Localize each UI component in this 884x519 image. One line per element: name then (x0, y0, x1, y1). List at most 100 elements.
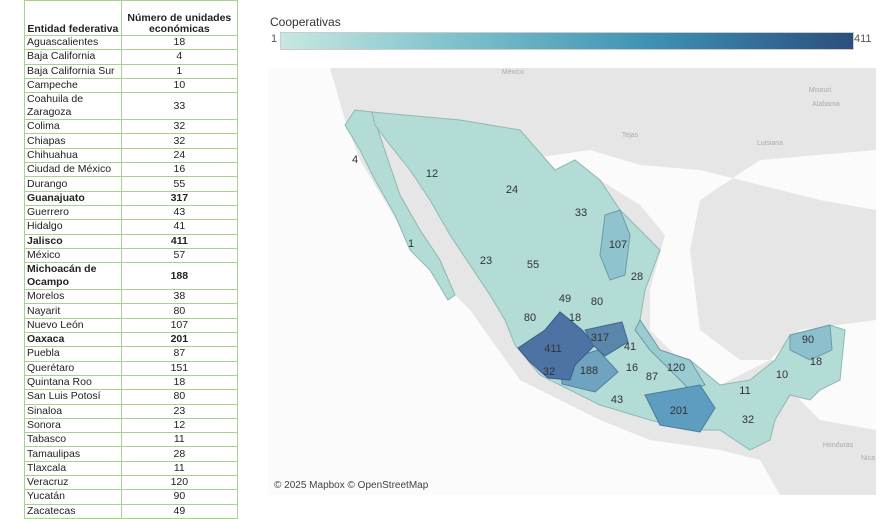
state-name: Chiapas (24, 133, 122, 149)
state-name: Sinaloa (24, 403, 122, 419)
state-value: 38 (120, 289, 239, 305)
state-name: Campeche (24, 77, 122, 94)
state-value: 80 (120, 389, 239, 405)
table-row: Ciudad de México 16 (24, 162, 239, 178)
state-value: 317 (120, 190, 239, 206)
table-row: Veracruz 120 (24, 475, 239, 491)
table-row: Guerrero 43 (24, 204, 239, 221)
state-value: 411 (120, 233, 239, 249)
map-label: 107 (609, 239, 627, 251)
state-name: Puebla (24, 346, 122, 362)
map-label: 90 (802, 334, 814, 346)
state-value: 43 (120, 204, 239, 221)
table-row: Coahuila de Zaragoza 33 (24, 92, 239, 121)
state-value: 24 (120, 147, 239, 164)
state-value: 55 (120, 176, 239, 192)
state-name: Tabasco (24, 432, 122, 448)
table-row: San Luis Potosí 80 (24, 389, 239, 405)
state-name: Colima (24, 119, 122, 135)
mexico-base (344, 109, 456, 301)
legend-max: 411 (854, 33, 872, 45)
state-name: Sonora (24, 417, 122, 434)
map-label: 33 (575, 207, 587, 219)
state-value: 87 (120, 346, 239, 362)
state-value: 107 (120, 317, 239, 334)
table-row: Oaxaca 201 (24, 332, 239, 348)
table-row: Guanajuato 317 (24, 190, 239, 206)
state-name: Aguascalientes (24, 34, 122, 51)
state-value: 151 (120, 360, 239, 376)
state-value: 80 (120, 303, 239, 319)
table-row: Baja California Sur 1 (24, 63, 239, 79)
table-row: Durango 55 (24, 176, 239, 192)
table-row: Michoacán de Ocampo 188 (24, 262, 239, 291)
table-row: México 57 (24, 247, 239, 264)
map-label: 120 (667, 362, 685, 374)
table-row: Nayarit 80 (24, 303, 239, 319)
choropleth-map[interactable]: 1841103332322416553174341411188801072018… (268, 68, 876, 495)
state-name: Durango (24, 176, 122, 192)
state-value: 11 (120, 460, 239, 477)
map-label: 12 (426, 168, 438, 180)
state-value: 33 (120, 92, 239, 121)
state-name: Querétaro (24, 360, 122, 376)
state-value: 1 (120, 63, 239, 79)
table-row: Aguascalientes 18 (24, 34, 239, 51)
state-value: 16 (120, 162, 239, 178)
state-name: San Luis Potosí (24, 389, 122, 405)
map-label: 80 (591, 296, 603, 308)
map-label: 18 (569, 312, 581, 324)
table-row: Colima 32 (24, 119, 239, 135)
map-label: 55 (527, 259, 539, 271)
state-name: México (24, 247, 122, 264)
state-nuevo-leon (599, 209, 631, 281)
state-value: 120 (120, 475, 239, 491)
map-label: 49 (559, 293, 571, 305)
state-name: Chihuahua (24, 147, 122, 164)
state-name: Coahuila de Zaragoza (24, 92, 122, 121)
state-value: 201 (120, 332, 239, 348)
map-label: 41 (624, 341, 636, 353)
map-label: 43 (611, 394, 623, 406)
background-place-label: Tejas (622, 132, 639, 139)
state-name: Guanajuato (24, 190, 122, 206)
state-value: 18 (120, 34, 239, 51)
state-name: Jalisco (24, 233, 122, 249)
table-row: Campeche 10 (24, 77, 239, 94)
header-unidades: Número de unidades económicas (120, 0, 239, 36)
mexico-mainland (371, 111, 846, 451)
state-name: Oaxaca (24, 332, 122, 348)
map-label: 18 (810, 356, 822, 368)
table-row: Hidalgo 41 (24, 219, 239, 235)
table-row: Baja California 4 (24, 49, 239, 65)
state-name: Quintana Roo (24, 374, 122, 391)
data-table: Entidad federativa Número de unidades ec… (24, 0, 239, 519)
table-row: Puebla 87 (24, 346, 239, 362)
map-label: 87 (646, 371, 658, 383)
header-entidad: Entidad federativa (24, 0, 122, 36)
background-place-label: México (502, 69, 524, 76)
table-row: Jalisco 411 (24, 233, 239, 249)
state-name: Veracruz (24, 475, 122, 491)
state-value: 57 (120, 247, 239, 264)
table-row: Tlaxcala 11 (24, 460, 239, 477)
map-label: 411 (544, 343, 562, 355)
state-name: Nuevo León (24, 317, 122, 334)
table-row: Sonora 12 (24, 417, 239, 434)
state-name: Nayarit (24, 303, 122, 319)
table-row: Zacatecas 49 (24, 503, 239, 519)
state-name: Morelos (24, 289, 122, 305)
map-attribution: © 2025 Mapbox © OpenStreetMap (274, 480, 429, 491)
state-value: 32 (120, 133, 239, 149)
state-name: Baja California Sur (24, 63, 122, 79)
map-label: 10 (776, 369, 788, 381)
state-value: 28 (120, 446, 239, 462)
map-label: 32 (742, 414, 754, 426)
map-label: 188 (580, 365, 598, 377)
map-label: 80 (524, 312, 536, 324)
background-place-label: Misouri (809, 87, 832, 94)
background-place-label: Honduras (823, 442, 854, 449)
state-name: Tamaulipas (24, 446, 122, 462)
table-row: Chihuahua 24 (24, 147, 239, 164)
background-place-label: Nica (861, 455, 875, 462)
